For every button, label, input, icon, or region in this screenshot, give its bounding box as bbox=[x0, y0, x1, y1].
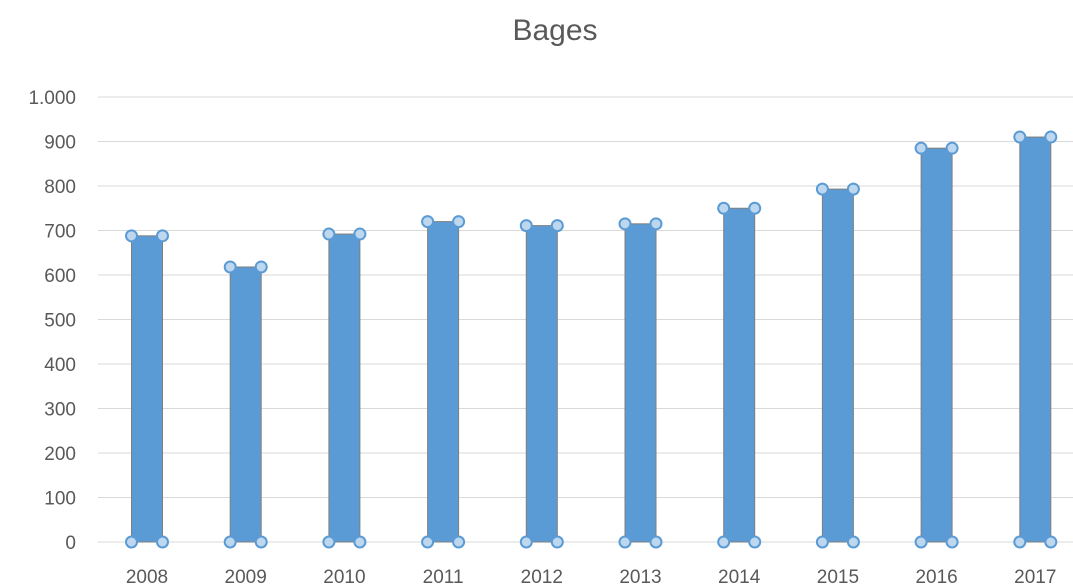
bar[interactable] bbox=[920, 147, 953, 543]
selection-handle[interactable] bbox=[254, 260, 268, 274]
selection-handle[interactable] bbox=[125, 229, 138, 243]
selection-handle[interactable] bbox=[618, 217, 632, 231]
selection-handle[interactable] bbox=[421, 215, 435, 229]
selection-handle[interactable] bbox=[322, 227, 336, 241]
bar[interactable] bbox=[328, 233, 361, 543]
bar[interactable] bbox=[229, 266, 262, 543]
selection-handle[interactable] bbox=[815, 182, 829, 196]
selection-handle[interactable] bbox=[1044, 535, 1058, 549]
selection-handle[interactable] bbox=[421, 535, 435, 549]
bar[interactable] bbox=[131, 235, 163, 543]
selection-handle[interactable] bbox=[914, 535, 928, 549]
selection-handle[interactable] bbox=[519, 219, 533, 233]
selection-handle[interactable] bbox=[815, 535, 829, 549]
chart-title: Bages bbox=[512, 14, 598, 47]
selection-handle[interactable] bbox=[748, 535, 762, 549]
x-tick-label: 2016 bbox=[915, 567, 957, 586]
selection-handle[interactable] bbox=[254, 535, 268, 549]
y-tick-label: 900 bbox=[44, 133, 76, 154]
selection-handles bbox=[125, 130, 1058, 549]
selection-handle[interactable] bbox=[156, 229, 169, 243]
selection-handle[interactable] bbox=[353, 535, 367, 549]
bar[interactable] bbox=[624, 223, 657, 543]
bar[interactable] bbox=[525, 225, 558, 543]
bar[interactable] bbox=[821, 188, 854, 543]
x-tick-label: 2008 bbox=[126, 567, 168, 586]
selection-handle[interactable] bbox=[156, 535, 169, 549]
y-tick-label: 200 bbox=[44, 444, 76, 465]
bar[interactable] bbox=[427, 221, 460, 543]
selection-handle[interactable] bbox=[846, 535, 860, 549]
x-tick-label: 2017 bbox=[1014, 567, 1056, 586]
selection-handle[interactable] bbox=[223, 260, 237, 274]
x-tick-label: 2015 bbox=[817, 567, 859, 586]
y-tick-label: 300 bbox=[44, 400, 76, 421]
x-tick-label: 2012 bbox=[521, 567, 563, 586]
selection-handle[interactable] bbox=[1013, 130, 1027, 144]
selection-handle[interactable] bbox=[748, 201, 762, 215]
bars bbox=[131, 136, 1052, 543]
selection-handle[interactable] bbox=[1044, 130, 1058, 144]
selection-handle[interactable] bbox=[519, 535, 533, 549]
y-axis-ticks: 0 100 200 300 400 500 600 700 800 900 1.000 bbox=[28, 88, 76, 554]
y-tick-label: 700 bbox=[44, 222, 76, 243]
selection-handle[interactable] bbox=[945, 141, 959, 155]
x-tick-label: 2011 bbox=[423, 567, 464, 586]
y-tick-label: 600 bbox=[44, 266, 76, 287]
y-tick-label: 100 bbox=[44, 489, 76, 510]
x-tick-label: 2009 bbox=[225, 567, 267, 586]
y-tick-label: 800 bbox=[44, 177, 76, 198]
selection-handle[interactable] bbox=[717, 201, 731, 215]
selection-handle[interactable] bbox=[452, 535, 466, 549]
selection-handle[interactable] bbox=[223, 535, 237, 549]
selection-handle[interactable] bbox=[846, 182, 860, 196]
selection-handle[interactable] bbox=[550, 219, 564, 233]
selection-handle[interactable] bbox=[618, 535, 632, 549]
selection-handle[interactable] bbox=[322, 535, 336, 549]
selection-handle[interactable] bbox=[649, 535, 663, 549]
selection-handle[interactable] bbox=[452, 215, 466, 229]
bar[interactable] bbox=[723, 207, 756, 543]
selection-handle[interactable] bbox=[1013, 535, 1027, 549]
x-tick-label: 2014 bbox=[718, 567, 761, 586]
selection-handle[interactable] bbox=[649, 217, 663, 231]
y-tick-label: 400 bbox=[44, 355, 76, 376]
x-axis-ticks: 2008 2009 2010 2011 2012 2013 2014 2015 2016 2017 bbox=[126, 567, 1057, 586]
selection-handle[interactable] bbox=[945, 535, 959, 549]
x-tick-label: 2013 bbox=[619, 567, 661, 586]
y-tick-label: 0 bbox=[65, 533, 76, 554]
selection-handle[interactable] bbox=[125, 535, 138, 549]
y-tick-label: 500 bbox=[44, 311, 76, 332]
selection-handle[interactable] bbox=[550, 535, 564, 549]
selection-handle[interactable] bbox=[353, 227, 367, 241]
bar[interactable] bbox=[1019, 136, 1052, 543]
x-tick-label: 2010 bbox=[323, 567, 365, 586]
selection-handle[interactable] bbox=[717, 535, 731, 549]
y-tick-label: 1.000 bbox=[28, 88, 76, 109]
selection-handle[interactable] bbox=[914, 141, 928, 155]
